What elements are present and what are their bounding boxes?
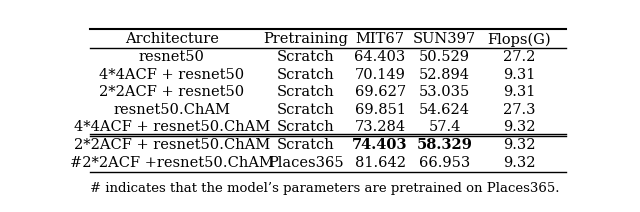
Text: 2*2ACF + resnet50: 2*2ACF + resnet50 [99, 85, 244, 99]
Text: resnet50: resnet50 [139, 50, 205, 64]
Text: Places365: Places365 [268, 156, 344, 170]
Text: Scratch: Scratch [277, 68, 335, 82]
Text: Architecture: Architecture [125, 32, 219, 46]
Text: 69.851: 69.851 [355, 103, 406, 117]
Text: Scratch: Scratch [277, 103, 335, 117]
Text: 81.642: 81.642 [355, 156, 406, 170]
Text: Scratch: Scratch [277, 138, 335, 152]
Text: # indicates that the model’s parameters are pretrained on Places365.: # indicates that the model’s parameters … [90, 182, 559, 195]
Text: 9.32: 9.32 [502, 120, 535, 134]
Text: #2*2ACF +resnet50․ChAM: #2*2ACF +resnet50․ChAM [70, 156, 274, 170]
Text: 54.624: 54.624 [419, 103, 470, 117]
Text: 9.32: 9.32 [502, 156, 535, 170]
Text: 64.403: 64.403 [355, 50, 406, 64]
Text: 74.403: 74.403 [353, 138, 408, 152]
Text: Pretraining: Pretraining [263, 32, 348, 46]
Text: 70.149: 70.149 [355, 68, 406, 82]
Text: 2*2ACF + resnet50․ChAM: 2*2ACF + resnet50․ChAM [74, 138, 270, 152]
Text: 57.4: 57.4 [428, 120, 461, 134]
Text: 73.284: 73.284 [355, 120, 406, 134]
Text: Flops(G): Flops(G) [487, 32, 551, 46]
Text: 66.953: 66.953 [419, 156, 470, 170]
Text: 53.035: 53.035 [419, 85, 470, 99]
Text: 9.31: 9.31 [503, 68, 535, 82]
Text: 9.32: 9.32 [502, 138, 535, 152]
Text: 4*4ACF + resnet50․ChAM: 4*4ACF + resnet50․ChAM [74, 120, 270, 134]
Text: 4*4ACF + resnet50: 4*4ACF + resnet50 [99, 68, 244, 82]
Text: 9.31: 9.31 [503, 85, 535, 99]
Text: 58.329: 58.329 [417, 138, 472, 152]
Text: SUN397: SUN397 [413, 32, 476, 46]
Text: Scratch: Scratch [277, 85, 335, 99]
Text: resnet50․ChAM: resnet50․ChAM [113, 103, 230, 117]
Text: Scratch: Scratch [277, 120, 335, 134]
Text: 27.3: 27.3 [502, 103, 535, 117]
Text: 52.894: 52.894 [419, 68, 470, 82]
Text: MIT67: MIT67 [356, 32, 404, 46]
Text: 27.2: 27.2 [503, 50, 535, 64]
Text: 69.627: 69.627 [355, 85, 406, 99]
Text: 50.529: 50.529 [419, 50, 470, 64]
Text: Scratch: Scratch [277, 50, 335, 64]
